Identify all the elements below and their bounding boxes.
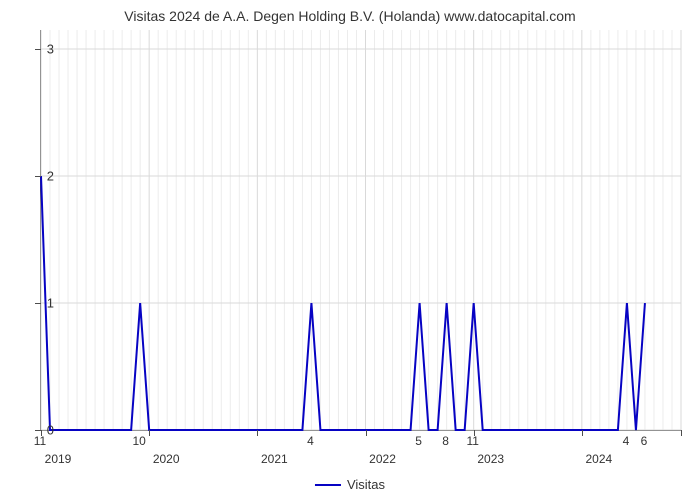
x-year-label: 2019 [45, 452, 72, 466]
x-year-label: 2021 [261, 452, 288, 466]
x-primary-label: 10 [132, 434, 145, 448]
x-tick [257, 430, 258, 436]
plot-svg [41, 30, 681, 430]
x-primary-label: 4 [307, 434, 314, 448]
plot-area [40, 30, 681, 431]
legend-line [315, 484, 341, 486]
y-tick-label: 2 [34, 169, 54, 184]
x-year-label: 2022 [369, 452, 396, 466]
x-primary-label: 5 [415, 434, 422, 448]
x-primary-label: 11 [34, 434, 46, 448]
x-primary-label: 4 [623, 434, 630, 448]
chart-title: Visitas 2024 de A.A. Degen Holding B.V. … [0, 0, 700, 28]
y-tick-label: 1 [34, 296, 54, 311]
chart-container: Visitas 2024 de A.A. Degen Holding B.V. … [0, 0, 700, 500]
x-year-label: 2024 [586, 452, 613, 466]
y-tick-label: 3 [34, 42, 54, 57]
x-tick [149, 430, 150, 436]
legend-label: Visitas [347, 477, 385, 492]
x-tick [582, 430, 583, 436]
x-tick [366, 430, 367, 436]
x-primary-label: 11 [466, 434, 478, 448]
x-tick [681, 430, 682, 436]
x-primary-label: 6 [641, 434, 648, 448]
legend: Visitas [315, 477, 385, 492]
x-year-label: 2020 [153, 452, 180, 466]
x-primary-label: 8 [442, 434, 449, 448]
x-year-label: 2023 [477, 452, 504, 466]
